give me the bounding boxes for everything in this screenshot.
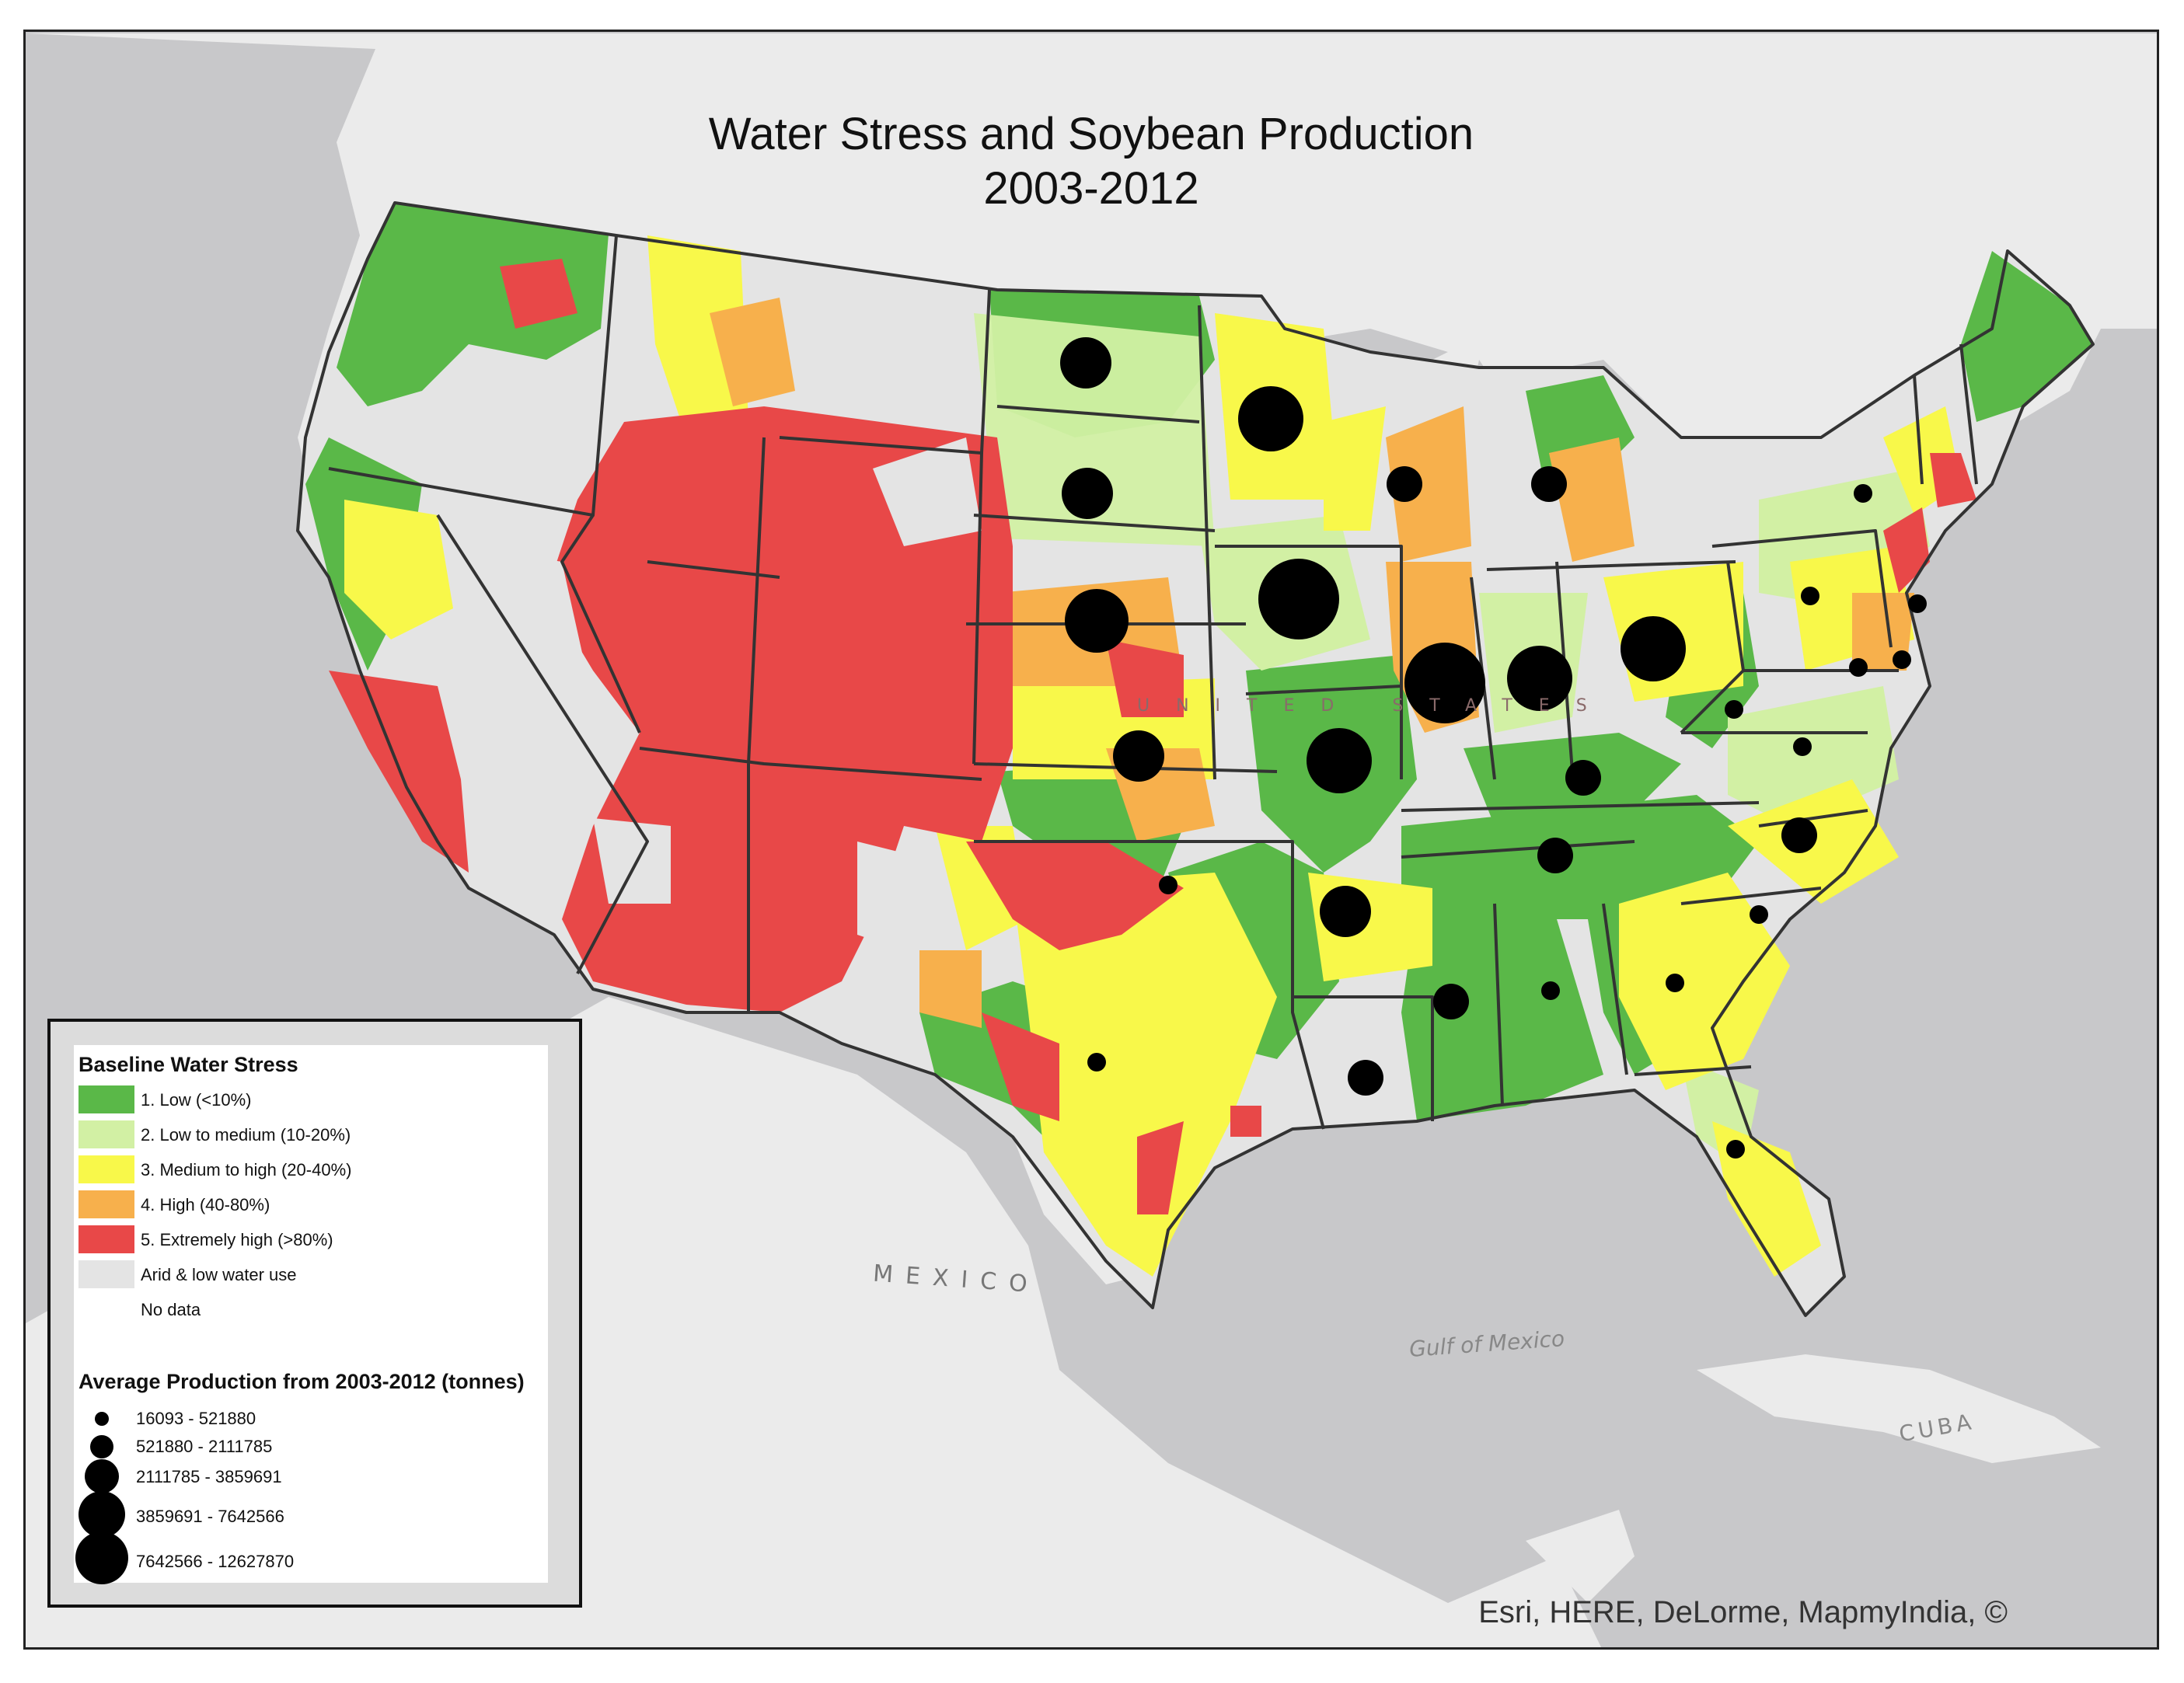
label-united-states: UNITED STATES — [1137, 696, 1614, 716]
legend-swatch-label: 3. Medium to high (20-40%) — [141, 1160, 352, 1179]
legend-swatch-high — [78, 1190, 134, 1218]
legend-swatch-medium-high — [78, 1155, 134, 1183]
production-circle — [1854, 484, 1872, 503]
production-circle — [1725, 700, 1743, 719]
production-circle — [1565, 760, 1601, 796]
production-circle — [1320, 886, 1371, 937]
production-circle — [1060, 337, 1111, 389]
state-boundaries — [296, 201, 2095, 1317]
legend-stress-row: Arid & low water use — [78, 1260, 545, 1288]
legend-production-label: 2111785 - 3859691 — [136, 1467, 282, 1486]
production-circle — [1113, 730, 1164, 782]
production-circle — [1062, 468, 1113, 519]
legend-swatch-extremely-high — [78, 1225, 134, 1253]
production-circle — [1537, 838, 1573, 873]
map-title: Water Stress and Soybean Production — [708, 109, 1474, 159]
legend-production-label: 7642566 - 12627870 — [136, 1552, 295, 1571]
legend-production-row: 521880 - 2111785 — [74, 1429, 540, 1463]
legend-production-row: 16093 - 521880 — [74, 1404, 540, 1435]
legend-stress-row: No data — [78, 1295, 545, 1323]
production-circle — [1159, 876, 1177, 894]
production-circle — [1065, 589, 1129, 653]
legend-production-heading: Average Production from 2003-2012 (tonne… — [78, 1370, 525, 1393]
legend-production-row: 7642566 - 12627870 — [74, 1531, 540, 1584]
production-circle — [1793, 737, 1812, 756]
legend-swatch-label: Arid & low water use — [141, 1265, 297, 1284]
map-frame[interactable]: Water Stress and Soybean Production 2003… — [23, 30, 2159, 1650]
legend-production-row: 3859691 - 7642566 — [74, 1490, 540, 1538]
production-circle — [1258, 559, 1339, 639]
legend-swatch-label: No data — [141, 1300, 201, 1319]
legend-stress-row: 2. Low to medium (10-20%) — [78, 1120, 545, 1148]
production-circle — [1726, 1140, 1745, 1159]
legend-production-dot — [90, 1435, 113, 1458]
legend-stress-row: 1. Low (<10%) — [78, 1085, 545, 1113]
legend-swatch-label: 4. High (40-80%) — [141, 1195, 270, 1214]
production-circle — [1531, 466, 1567, 502]
production-circle — [1433, 984, 1469, 1019]
legend-stress-row: 5. Extremely high (>80%) — [78, 1225, 545, 1253]
production-circle — [1666, 974, 1684, 992]
production-circle — [1404, 643, 1485, 723]
production-circle — [1348, 1060, 1383, 1096]
legend-production-label: 521880 - 2111785 — [136, 1437, 273, 1456]
production-circle — [1541, 981, 1560, 1000]
production-circle — [1893, 650, 1911, 669]
legend-production-row: 2111785 - 3859691 — [74, 1455, 540, 1494]
production-circle — [1781, 817, 1817, 853]
production-circle — [1621, 616, 1686, 681]
legend-panel: Baseline Water Stress 1. Low (<10%) 2. L… — [74, 1045, 548, 1584]
production-circle — [1307, 728, 1372, 793]
production-circle — [1238, 386, 1303, 451]
legend-swatch-label: 2. Low to medium (10-20%) — [141, 1125, 351, 1145]
production-circles — [1060, 337, 1927, 1159]
legend-swatch-low — [78, 1085, 134, 1113]
map-attribution: Esri, HERE, DeLorme, MapmyIndia, © — [1478, 1595, 2008, 1629]
map-subtitle: 2003-2012 — [983, 163, 1199, 214]
us-outline — [296, 201, 2095, 1317]
production-circle — [1087, 1053, 1106, 1071]
legend-swatch-no-data — [78, 1295, 134, 1323]
legend: Baseline Water Stress 1. Low (<10%) 2. L… — [47, 1019, 582, 1608]
legend-production-dot — [75, 1531, 128, 1584]
legend-stress-row: 4. High (40-80%) — [78, 1190, 545, 1218]
legend-stress-heading: Baseline Water Stress — [78, 1053, 298, 1076]
legend-stress-row: 3. Medium to high (20-40%) — [78, 1155, 545, 1183]
legend-swatch-low-medium — [78, 1120, 134, 1148]
production-circle — [1750, 905, 1768, 924]
legend-swatch-arid — [78, 1260, 134, 1288]
production-circle — [1908, 594, 1927, 613]
production-circle — [1507, 646, 1572, 711]
legend-production-dot — [85, 1459, 119, 1493]
legend-swatch-label: 5. Extremely high (>80%) — [141, 1230, 333, 1249]
legend-production-label: 16093 - 521880 — [136, 1409, 256, 1428]
production-circle — [1801, 587, 1819, 605]
legend-production-dot — [95, 1412, 109, 1426]
production-circle — [1387, 466, 1422, 502]
legend-swatch-label: 1. Low (<10%) — [141, 1090, 252, 1110]
production-circle — [1849, 658, 1868, 677]
legend-production-dot — [78, 1491, 125, 1538]
legend-production-label: 3859691 - 7642566 — [136, 1507, 284, 1526]
